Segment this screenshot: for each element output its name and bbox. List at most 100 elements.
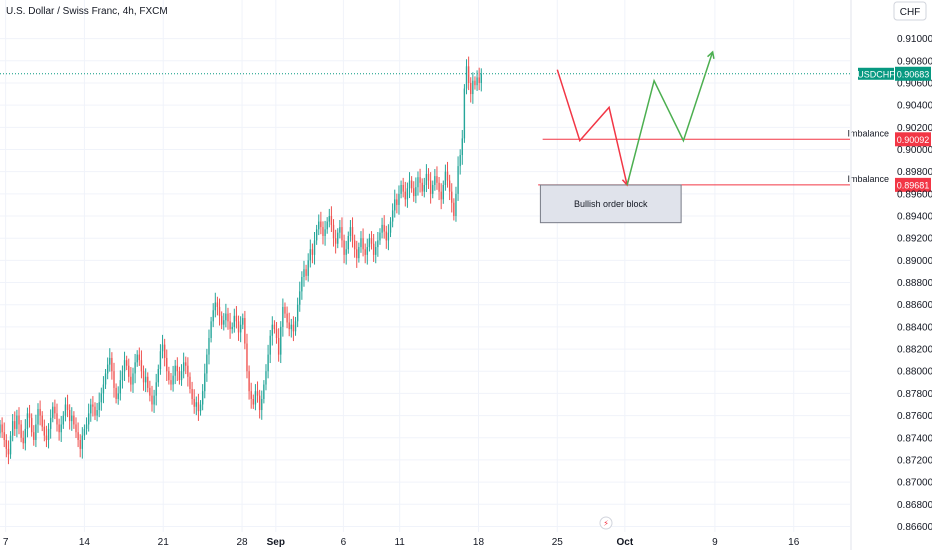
candle-body (467, 66, 470, 83)
order-block[interactable]: Bullish order block (539, 184, 682, 224)
candle-body (448, 180, 451, 192)
candle-body (465, 66, 468, 89)
candle-body (212, 310, 214, 322)
time-axis[interactable]: 7 14 21 28 Sep 6 11 18 25 Oct 9 16 (3, 537, 800, 548)
x-tick-label: 18 (473, 537, 485, 548)
candle-body (307, 260, 309, 276)
imbalance-price-tag (895, 177, 931, 192)
candle-body (299, 291, 301, 305)
candle-body (98, 402, 100, 411)
flash-icon[interactable]: ⚡ (599, 516, 613, 530)
symbol-tag (858, 67, 894, 80)
candle-body (85, 424, 88, 429)
currency-button[interactable]: CHF (893, 1, 927, 21)
x-tick-label: 21 (158, 537, 170, 548)
candle-body (144, 376, 147, 383)
candle-body (147, 376, 149, 388)
candle-body (404, 191, 406, 200)
candle-body (322, 227, 324, 236)
candle-body (339, 227, 341, 233)
last-price-tag (895, 66, 931, 81)
projection-path[interactable] (556, 50, 715, 187)
candle-body (351, 227, 354, 241)
candle-body (235, 315, 238, 322)
candle-body (49, 417, 52, 429)
imbalance-label: Imbalance (847, 174, 889, 184)
candle-body (292, 324, 295, 332)
candle-body (358, 247, 360, 259)
candle-body (43, 426, 46, 436)
candle-body (102, 384, 105, 394)
candle-body (381, 224, 383, 233)
svg-text:⚡: ⚡ (603, 519, 609, 528)
candle-body (87, 413, 90, 425)
candle-body (176, 365, 179, 372)
candle-body (442, 184, 444, 200)
candle-body (191, 388, 193, 399)
price-axis[interactable]: 0.910000.908000.906000.904000.902000.900… (850, 0, 932, 550)
candle-body (258, 395, 261, 411)
candle-body (286, 313, 288, 323)
candle-body (14, 421, 16, 429)
candle-body (301, 277, 303, 292)
y-tick-label: 0.89400 (897, 212, 932, 223)
y-tick-label: 0.90400 (897, 101, 932, 112)
candle-body (136, 354, 138, 363)
candle-body (28, 413, 31, 418)
candle-body (204, 373, 206, 392)
candle-body (119, 380, 122, 394)
candle-body (261, 398, 263, 411)
candle-body (391, 210, 394, 222)
candle-body (79, 439, 81, 449)
candle-body (446, 171, 449, 181)
candle-body (52, 406, 54, 418)
candle-body (303, 269, 305, 277)
candle-body (252, 398, 254, 405)
candle-body (277, 337, 280, 355)
candle-body (309, 249, 311, 261)
candle-body (180, 371, 183, 381)
candle-body (172, 375, 174, 385)
candle-body (364, 249, 366, 255)
candle-body (168, 371, 170, 381)
candle-body (22, 437, 24, 444)
candle-body (265, 371, 267, 385)
candle-body (267, 354, 269, 372)
candle-body (337, 232, 339, 244)
y-tick-label: 0.89200 (897, 234, 932, 245)
candle-body (39, 408, 41, 416)
candle-body (332, 224, 335, 239)
candle-body (94, 406, 96, 416)
candle-body (115, 387, 117, 399)
candle-body (383, 224, 385, 232)
candle-body (157, 369, 160, 383)
y-tick-label: 0.86600 (897, 522, 932, 533)
candle-body (377, 240, 379, 248)
candle-body (20, 424, 22, 438)
candle-body (9, 435, 12, 455)
candle-body (225, 313, 227, 321)
candle-body (244, 318, 246, 344)
candle-body (427, 173, 430, 181)
candle-body (193, 398, 195, 407)
candle-body (362, 238, 364, 250)
candle-body (113, 371, 115, 388)
candle-body (149, 387, 151, 396)
candle-body (451, 191, 453, 203)
last-price-label: 0.90683 (897, 69, 930, 79)
candle-body (90, 404, 92, 414)
candle-body (280, 326, 282, 355)
x-tick-label: 11 (394, 537, 405, 548)
x-tick-label: 6 (341, 537, 347, 548)
candle-body (472, 80, 474, 95)
projection-up (626, 51, 714, 186)
candle-body (174, 365, 176, 376)
candle-body (71, 415, 73, 422)
candle-body (62, 415, 65, 425)
y-tick-label: 0.88600 (897, 300, 932, 311)
candle-body (294, 321, 297, 332)
candle-body (254, 391, 257, 405)
candle-body (256, 391, 259, 396)
